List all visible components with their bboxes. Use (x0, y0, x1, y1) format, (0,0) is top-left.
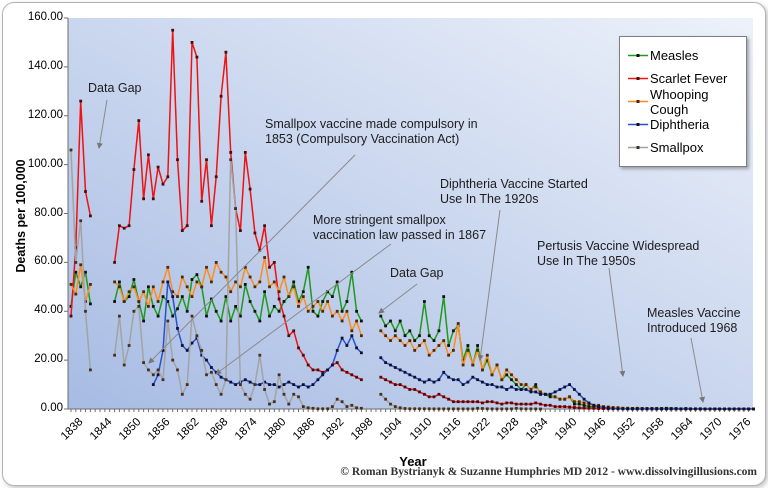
annotation-smallpox-1853: Smallpox vaccine made compulsory in 1853 … (265, 117, 478, 147)
legend-item-scarlet-fever: Scarlet Fever (628, 67, 738, 90)
y-tick-label: 0.00 (40, 402, 63, 414)
annotation-pertussis-1950s: Pertusis Vaccine Widespread Use In The 19… (537, 239, 700, 269)
legend-item-smallpox: Smallpox (628, 136, 738, 159)
legend-swatch-icon (628, 100, 648, 103)
y-tick-label: 140.00 (27, 59, 63, 72)
legend-label: Measles (650, 48, 699, 63)
annotation-line-diphtheria-1920s (477, 209, 501, 361)
y-tick-label: 160.00 (27, 11, 63, 23)
annotation-smallpox-1867: More stringent smallpox vaccination law p… (313, 213, 487, 243)
legend-item-diphtheria: Diphtheria (628, 113, 738, 136)
y-tick-label: 20.00 (34, 353, 63, 366)
legend-label: Smallpox (650, 140, 704, 155)
annotation-data-gap-2: Data Gap (390, 266, 444, 280)
annotation-line-pertussis-1950s (608, 267, 626, 377)
legend-item-whooping-cough: Whooping Cough (628, 87, 738, 117)
y-tick-label: 40.00 (34, 304, 63, 317)
annotation-diphtheria-1920s: Diphtheria Vaccine Started Use In The 192… (440, 177, 588, 207)
y-axis-title: Deaths per 100,000 (14, 159, 28, 273)
annotation-line-data-gap-2 (378, 283, 418, 314)
x-axis-title: Year (399, 454, 427, 469)
y-tick-label: 60.00 (34, 255, 63, 268)
annotation-line-data-gap-1 (96, 99, 108, 149)
legend: Measles Scarlet Fever Whooping Cough Diphth… (619, 36, 747, 167)
annotation-data-gap-1: Data Gap (88, 81, 142, 95)
legend-swatch-icon (628, 54, 648, 57)
annotation-line-smallpox-1867 (215, 243, 392, 375)
legend-label: Diphtheria (650, 117, 710, 132)
copyright-text: © Roman Bystrianyk & Suzanne Humphries M… (340, 466, 757, 478)
annotation-line-smallpox-1853 (148, 154, 356, 364)
annotation-measles-1968: Measles Vaccine Introduced 1968 (647, 306, 741, 336)
legend-label: Whooping Cough (650, 86, 709, 117)
y-tick-label: 100.00 (27, 157, 63, 170)
legend-label: Scarlet Fever (650, 71, 728, 86)
y-tick-label: 120.00 (27, 108, 63, 121)
annotation-line-measles-1968 (690, 337, 706, 403)
legend-swatch-icon (628, 146, 648, 149)
legend-swatch-icon (628, 123, 648, 126)
legend-swatch-icon (628, 77, 648, 80)
y-tick-label: 80.00 (34, 206, 63, 219)
legend-item-measles: Measles (628, 44, 738, 67)
series-smallpox (69, 148, 542, 411)
